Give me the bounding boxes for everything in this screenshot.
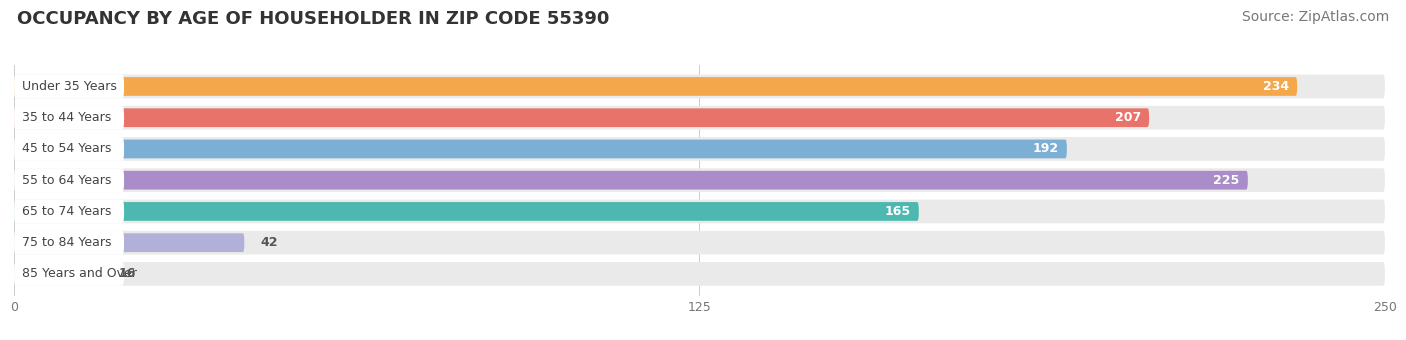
FancyBboxPatch shape xyxy=(14,106,124,130)
Text: Under 35 Years: Under 35 Years xyxy=(22,80,117,93)
Text: 16: 16 xyxy=(118,268,135,280)
Text: 42: 42 xyxy=(262,236,278,249)
Text: 207: 207 xyxy=(1115,111,1140,124)
FancyBboxPatch shape xyxy=(14,140,1067,158)
Text: 75 to 84 Years: 75 to 84 Years xyxy=(22,236,112,249)
Text: 55 to 64 Years: 55 to 64 Years xyxy=(22,174,111,187)
Text: 165: 165 xyxy=(884,205,911,218)
FancyBboxPatch shape xyxy=(14,171,1249,190)
FancyBboxPatch shape xyxy=(14,74,1385,98)
Text: 65 to 74 Years: 65 to 74 Years xyxy=(22,205,111,218)
FancyBboxPatch shape xyxy=(14,137,1385,161)
FancyBboxPatch shape xyxy=(14,231,124,255)
Text: OCCUPANCY BY AGE OF HOUSEHOLDER IN ZIP CODE 55390: OCCUPANCY BY AGE OF HOUSEHOLDER IN ZIP C… xyxy=(17,10,609,28)
Text: 85 Years and Over: 85 Years and Over xyxy=(22,268,138,280)
FancyBboxPatch shape xyxy=(14,77,1298,96)
Text: Source: ZipAtlas.com: Source: ZipAtlas.com xyxy=(1241,10,1389,24)
FancyBboxPatch shape xyxy=(14,231,1385,255)
FancyBboxPatch shape xyxy=(14,233,245,252)
Text: 234: 234 xyxy=(1263,80,1289,93)
FancyBboxPatch shape xyxy=(14,168,124,192)
FancyBboxPatch shape xyxy=(14,106,1385,130)
FancyBboxPatch shape xyxy=(14,200,1385,223)
FancyBboxPatch shape xyxy=(14,108,1149,127)
Text: 225: 225 xyxy=(1213,174,1240,187)
FancyBboxPatch shape xyxy=(14,137,124,161)
FancyBboxPatch shape xyxy=(14,262,124,286)
FancyBboxPatch shape xyxy=(14,202,920,221)
FancyBboxPatch shape xyxy=(14,200,124,223)
FancyBboxPatch shape xyxy=(14,265,101,283)
FancyBboxPatch shape xyxy=(14,168,1385,192)
FancyBboxPatch shape xyxy=(14,262,1385,286)
FancyBboxPatch shape xyxy=(14,74,124,98)
Text: 192: 192 xyxy=(1032,142,1059,155)
Text: 35 to 44 Years: 35 to 44 Years xyxy=(22,111,111,124)
Text: 45 to 54 Years: 45 to 54 Years xyxy=(22,142,111,155)
